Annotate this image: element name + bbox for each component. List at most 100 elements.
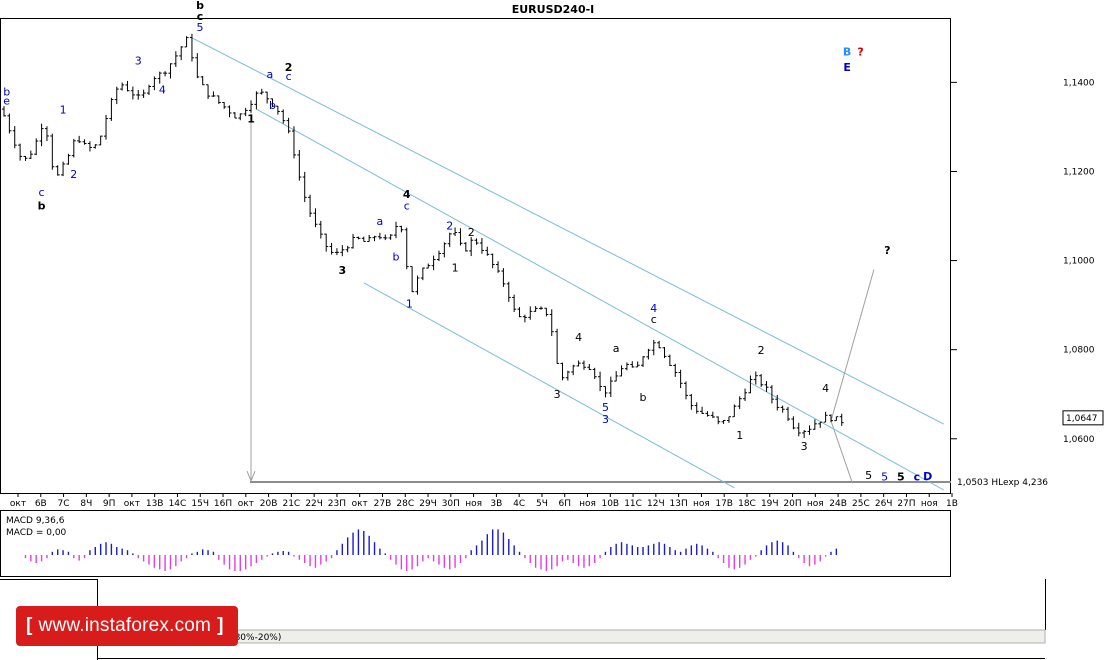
x-tick-label: 22Ч xyxy=(305,499,323,509)
wave-label: 4 xyxy=(822,382,829,395)
price-bars xyxy=(2,33,844,439)
trend-channels xyxy=(191,37,944,491)
wave-label: ? xyxy=(884,244,890,257)
x-tick-label: 16П xyxy=(214,499,232,509)
price-panel-frame xyxy=(0,18,951,494)
x-tick-label: 5Ч xyxy=(536,499,548,509)
x-tick-label: 29Ч xyxy=(419,499,437,509)
wave-label: 3 xyxy=(338,264,346,277)
wave-label: ? xyxy=(857,46,863,59)
y-tick-label: 1,0800 xyxy=(1063,346,1095,356)
projection-arrows xyxy=(246,113,875,484)
x-tick-label: 1В xyxy=(946,499,958,509)
x-tick-label: 12Ч xyxy=(647,499,665,509)
y-axis: 1,1400 1,1200 1,1000 1,0800 1,0600 xyxy=(951,78,1095,445)
wave-label: 1 xyxy=(736,429,743,442)
wave-label: b xyxy=(38,199,46,212)
x-tick-label: 17В xyxy=(715,499,733,509)
wave-label: 4 xyxy=(650,302,657,315)
target-level: 1,0503 HLexp 4,236 xyxy=(250,478,1048,488)
chart-title: EURUSD240-I xyxy=(512,3,595,16)
x-tick-label: 6В xyxy=(35,499,47,509)
x-tick-label: 6П xyxy=(558,499,571,509)
macd-value: MACD = 0,00 xyxy=(6,528,67,538)
wave-label: b xyxy=(196,0,204,12)
wave-label: 5 xyxy=(197,21,204,34)
macd-label: MACD 9,36,6 xyxy=(6,516,65,526)
x-tick-label: 13П xyxy=(670,499,688,509)
wave-label: a xyxy=(266,68,273,81)
x-tick-label: ноя xyxy=(465,499,482,509)
wave-label: c xyxy=(286,70,292,83)
x-tick-label: ноя xyxy=(693,499,710,509)
x-tick-label: 25С xyxy=(852,499,870,509)
x-tick-label: окт xyxy=(124,499,140,509)
channel-line xyxy=(256,108,944,491)
wave-label: e xyxy=(3,95,10,108)
wave-label: a xyxy=(613,342,620,355)
x-tick-label: 3В xyxy=(490,499,502,509)
y-tick-label: 1,0600 xyxy=(1063,435,1095,445)
wave-label: a xyxy=(377,215,384,228)
wave-label: 4 xyxy=(403,188,411,201)
x-tick-label: 14С xyxy=(169,499,187,509)
x-tick-label: окт xyxy=(10,499,26,509)
x-axis: окт 6В 7С 8Ч 9П окт 13В 14С 15Ч 16П окт 20В 21С 22Ч 23… xyxy=(10,493,958,509)
wave-label: 1 xyxy=(452,262,459,275)
wave-label: 2 xyxy=(446,219,453,232)
wave-label: c xyxy=(651,313,657,326)
macd-panel-frame xyxy=(0,510,951,577)
svg-text:1,0647: 1,0647 xyxy=(1066,414,1098,424)
wave-label: E xyxy=(843,61,851,74)
x-tick-label: 9П xyxy=(103,499,116,509)
x-tick-label: 4С xyxy=(513,499,525,509)
wave-label: b xyxy=(3,86,10,99)
wave-label: 1 xyxy=(406,297,413,310)
wave-label: b xyxy=(393,251,400,264)
wave-label: 2 xyxy=(285,61,293,74)
logo-bracket-close: ] xyxy=(217,615,224,636)
wave-label: 4 xyxy=(575,331,582,344)
macd-histogram xyxy=(24,529,838,571)
wave-label: 3 xyxy=(801,440,808,453)
projection-line xyxy=(830,420,853,484)
x-tick-label: 28С xyxy=(396,499,414,509)
x-tick-label: 26Ч xyxy=(875,499,893,509)
wave-label: b xyxy=(269,99,276,112)
x-tick-label: 11С xyxy=(624,499,642,509)
wave-label: D xyxy=(923,470,932,483)
y-tick-label: 1,1400 xyxy=(1063,78,1095,88)
channel-line xyxy=(363,282,735,489)
x-tick-label: ноя xyxy=(807,499,824,509)
wave-label: 1 xyxy=(60,104,67,117)
wave-label: 5 xyxy=(881,471,888,484)
wave-label: b xyxy=(640,391,647,404)
x-tick-label: окт xyxy=(238,499,254,509)
target-hline-label: 1,0503 HLexp 4,236 xyxy=(957,478,1048,488)
x-tick-label: 19Ч xyxy=(761,499,779,509)
x-tick-label: 13В xyxy=(146,499,164,509)
channel-line xyxy=(191,37,944,425)
wave-label: B xyxy=(843,46,851,59)
x-tick-label: 24В xyxy=(829,499,847,509)
logo-bracket: [ xyxy=(26,615,33,636)
wave-label: 3 xyxy=(135,55,142,68)
x-tick-label: 27П xyxy=(897,499,915,509)
wave-label: c xyxy=(914,471,921,484)
x-tick-label: ноя xyxy=(921,499,938,509)
arrow-line xyxy=(830,269,875,422)
arrow-head xyxy=(246,470,256,483)
x-tick-label: 15Ч xyxy=(191,499,209,509)
wave-label: 4 xyxy=(159,84,166,97)
x-tick-label: окт xyxy=(352,499,368,509)
wave-label: 2 xyxy=(758,344,765,357)
x-tick-label: 8Ч xyxy=(80,499,92,509)
instaforex-logo: [www.instaforex.com] xyxy=(16,606,238,646)
current-price-tag: 1,0647 xyxy=(1062,410,1104,426)
x-tick-label: 10В xyxy=(601,499,619,509)
y-tick-label: 1,1200 xyxy=(1063,167,1095,177)
wave-label: 5 xyxy=(897,471,905,484)
wave-label: 5 xyxy=(602,401,609,414)
